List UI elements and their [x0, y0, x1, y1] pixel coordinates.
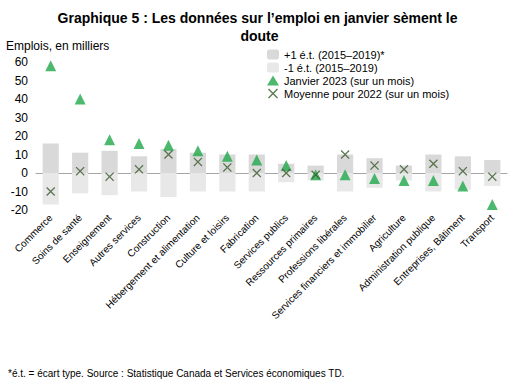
svg-text:30: 30 [15, 111, 29, 125]
svg-text:-1 é.t. (2015–2019): -1 é.t. (2015–2019) [284, 62, 378, 74]
svg-text:*é.t. = écart type. Source : S: *é.t. = écart type. Source : Statistique… [8, 368, 344, 379]
svg-text:-10: -10 [11, 185, 29, 199]
svg-text:Transport: Transport [458, 212, 496, 250]
svg-text:10: 10 [15, 148, 29, 162]
svg-text:20: 20 [15, 129, 29, 143]
svg-text:doute: doute [240, 28, 278, 44]
svg-text:60: 60 [15, 55, 29, 69]
svg-text:Construction: Construction [124, 212, 173, 260]
svg-text:Ressources primaires: Ressources primaires [243, 212, 320, 289]
svg-text:Services publics: Services publics [231, 212, 291, 271]
svg-text:0: 0 [21, 166, 28, 180]
svg-text:Janvier 2023 (sur un mois): Janvier 2023 (sur un mois) [284, 75, 414, 87]
svg-text:Agriculture: Agriculture [366, 212, 408, 254]
svg-text:Fabrication: Fabrication [218, 212, 261, 255]
svg-text:Hébergement et alimentation: Hébergement et alimentation [103, 212, 202, 311]
svg-text:Graphique 5 : Les données sur: Graphique 5 : Les données sur l’emploi e… [58, 10, 462, 26]
svg-text:+1 é.t. (2015–2019)*: +1 é.t. (2015–2019)* [284, 49, 385, 61]
svg-text:40: 40 [15, 92, 29, 106]
svg-text:Culture et loisirs: Culture et loisirs [172, 212, 232, 271]
svg-text:50: 50 [15, 74, 29, 88]
svg-text:Administration publique: Administration publique [356, 212, 438, 294]
svg-text:Enseignement: Enseignement [60, 212, 114, 265]
svg-text:Soins de santé: Soins de santé [30, 212, 85, 267]
svg-text:Moyenne pour 2022 (sur un mois: Moyenne pour 2022 (sur un mois) [284, 88, 449, 100]
svg-text:-20: -20 [11, 203, 29, 217]
svg-text:Entreprises, Bâtiment: Entreprises, Bâtiment [391, 212, 466, 287]
svg-text:Emplois, en milliers: Emplois, en milliers [6, 39, 109, 53]
svg-text:Commerce: Commerce [12, 212, 55, 255]
svg-text:Professions libérales: Professions libérales [276, 212, 349, 285]
svg-text:Services financiers et immobil: Services financiers et immobilier [269, 212, 378, 321]
svg-text:Autres services: Autres services [87, 212, 143, 268]
